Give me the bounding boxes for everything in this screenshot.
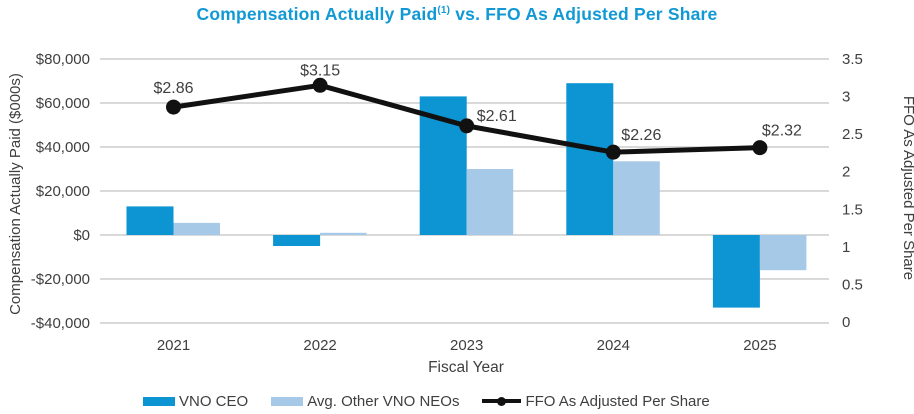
ffo-line-swatch-icon bbox=[482, 396, 522, 406]
neo-bar-2022 bbox=[320, 232, 367, 235]
right-axis-title: FFO As Adjusted Per Share bbox=[900, 96, 914, 280]
x-tick-label-2024: 2024 bbox=[597, 337, 630, 354]
x-axis-title: Fiscal Year bbox=[428, 359, 504, 376]
right-axis-tick-label: 2.5 bbox=[842, 126, 863, 143]
neo-bar-2025 bbox=[759, 235, 807, 271]
ffo-line-series bbox=[166, 77, 768, 160]
ffo-marker-2023 bbox=[459, 118, 475, 134]
ffo-marker-2024 bbox=[605, 144, 621, 160]
x-tick-label-2021: 2021 bbox=[157, 337, 190, 354]
ffo-value-label-2023: $2.61 bbox=[477, 108, 517, 125]
line-point-labels: $2.86 $3.15 $2.61 $2.26 $2.32 bbox=[153, 62, 802, 144]
left-axis-tick-label: $0 bbox=[73, 227, 90, 244]
ceo-bar-2022 bbox=[273, 235, 321, 246]
ffo-marker-2022 bbox=[312, 77, 328, 93]
chart-title: Compensation Actually Paid(1) vs. FFO As… bbox=[0, 4, 914, 25]
ffo-value-label-2024: $2.26 bbox=[621, 127, 661, 144]
chart-legend: VNO CEO Avg. Other VNO NEOs FFO As Adjus… bbox=[143, 392, 710, 410]
x-tick-label-2025: 2025 bbox=[743, 337, 776, 354]
left-axis-title: Compensation Actually Paid ($000s) bbox=[7, 73, 24, 315]
ceo-bar-2025 bbox=[712, 235, 760, 308]
right-axis-tick-label: 1 bbox=[842, 239, 850, 256]
x-tick-label-2023: 2023 bbox=[450, 337, 483, 354]
neo-bar-2021 bbox=[173, 222, 220, 235]
ffo-value-label-2021: $2.86 bbox=[153, 80, 193, 97]
ceo-bar-2021 bbox=[126, 206, 174, 235]
x-tick-label-2022: 2022 bbox=[303, 337, 336, 354]
ffo-value-label-2022: $3.15 bbox=[300, 62, 340, 79]
chart-title-footnote-marker: (1) bbox=[437, 5, 451, 17]
right-axis-tick-label: 0 bbox=[842, 314, 850, 331]
neo-bar-2024 bbox=[613, 161, 660, 235]
left-axis-tick-label: -$20,000 bbox=[31, 271, 90, 288]
right-axis-tick-label: 3 bbox=[842, 89, 850, 106]
neo-bar-swatch-icon bbox=[271, 396, 304, 406]
chart-title-main: Compensation Actually Paid bbox=[196, 4, 438, 24]
legend-item-avg-other-neos: Avg. Other VNO NEOs bbox=[271, 393, 459, 410]
left-axis-tick-label: -$40,000 bbox=[31, 315, 90, 332]
left-axis-tick-label: $40,000 bbox=[36, 139, 90, 156]
ffo-marker-2021 bbox=[166, 99, 181, 115]
legend-label-ffo-line: FFO As Adjusted Per Share bbox=[525, 392, 710, 410]
right-axis-tick-label: 3.5 bbox=[842, 51, 863, 68]
ffo-value-label-2025: $2.32 bbox=[762, 123, 802, 140]
neo-bar-2023 bbox=[466, 169, 514, 235]
left-axis-tick-label: $80,000 bbox=[36, 51, 90, 68]
left-axis-tick-label: $20,000 bbox=[36, 183, 90, 200]
right-axis-tick-label: 0.5 bbox=[842, 276, 863, 293]
ffo-line-sample-marker bbox=[497, 396, 507, 406]
legend-item-vno-ceo: VNO CEO bbox=[143, 393, 248, 410]
legend-label-avg-other-neos: Avg. Other VNO NEOs bbox=[307, 392, 460, 410]
left-axis-tick-label: $60,000 bbox=[36, 95, 90, 112]
chart-title-rest: vs. FFO As Adjusted Per Share bbox=[450, 4, 718, 24]
right-axis-tick-label: 1.5 bbox=[842, 201, 863, 218]
legend-item-ffo-line: FFO As Adjusted Per Share bbox=[482, 392, 710, 410]
axis-tick-labels: $80,000 $60,000 $40,000 $20,000 $0 -$20,000 -$… bbox=[31, 51, 863, 354]
ceo-bar-swatch-icon bbox=[143, 396, 175, 406]
ceo-bar-2024 bbox=[566, 83, 614, 235]
ffo-marker-2025 bbox=[752, 140, 768, 156]
bar-series bbox=[126, 83, 807, 308]
right-axis-tick-label: 2 bbox=[842, 164, 850, 181]
legend-label-vno-ceo: VNO CEO bbox=[179, 392, 249, 410]
